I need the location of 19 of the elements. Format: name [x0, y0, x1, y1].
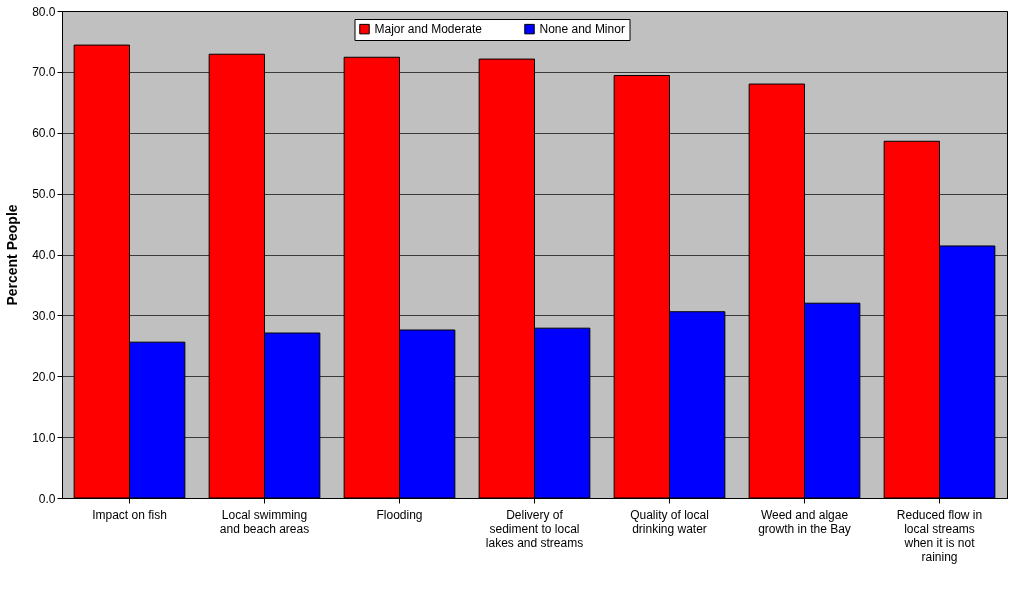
y-tick-label: 30.0 — [32, 308, 56, 323]
y-tick-label: 40.0 — [32, 248, 56, 262]
x-tick-label: Reduced flow in local streams when it is not raining — [896, 507, 983, 564]
x-tick-label: Impact on fish — [92, 507, 167, 522]
y-tick-label: 60.0 — [32, 126, 56, 141]
x-tick-label: Local swimming and beach areas — [219, 507, 310, 536]
legend-label: Major and Moderate — [374, 22, 483, 37]
y-tick-label: 80.0 — [32, 4, 56, 19]
x-tick-label: Delivery of sediment to local lakes and streams — [485, 507, 584, 550]
y-tick-label: 0.0 — [38, 491, 56, 506]
y-tick-label: 10.0 — [32, 430, 56, 445]
y-tick-label: 70.0 — [32, 65, 56, 80]
x-tick-label: Quality of local drinking water — [630, 507, 709, 536]
legend-label: None and Minor — [539, 22, 625, 37]
x-tick-label: Flooding — [376, 507, 423, 522]
y-axis-title: Percent People — [4, 204, 21, 306]
y-tick-label: 20.0 — [32, 369, 56, 384]
x-tick-label: Weed and algae growth in the Bay — [758, 507, 851, 536]
y-tick-label: 50.0 — [32, 187, 56, 202]
